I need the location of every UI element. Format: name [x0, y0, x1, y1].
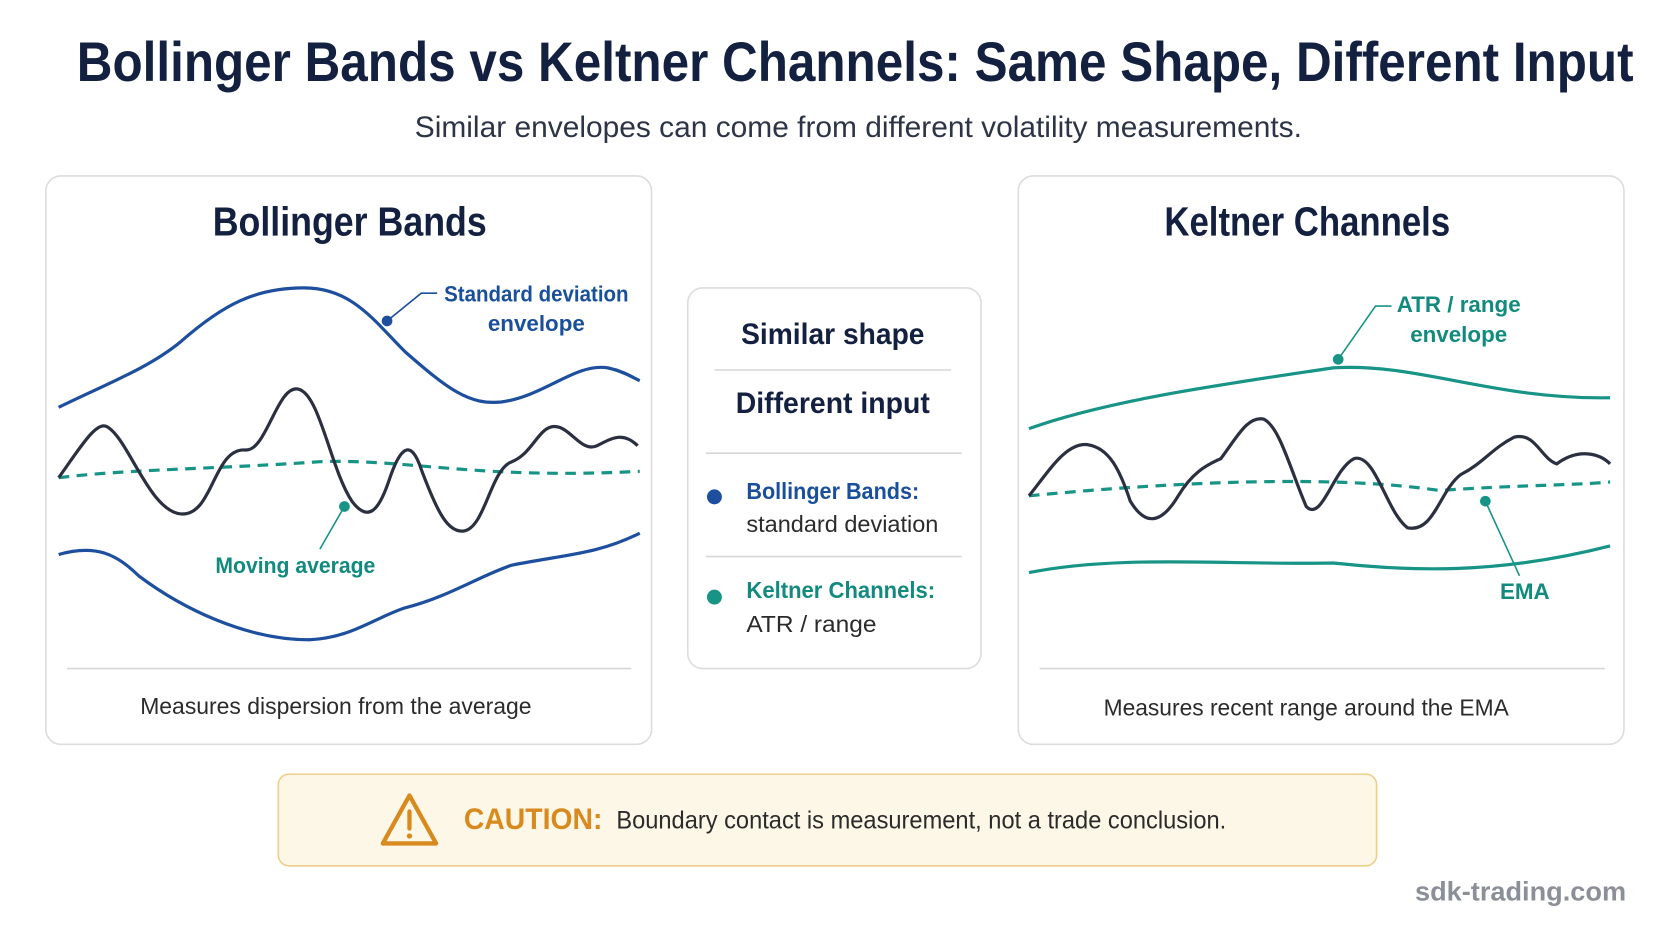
- ema: [1028, 479, 1611, 498]
- item-name: Bollinger Bands:: [746, 478, 919, 504]
- subtitle: Similar envelopes can come from differen…: [415, 111, 1302, 144]
- comparison-line: Similar shape: [741, 318, 924, 351]
- panel-title: Keltner Channels: [1164, 199, 1450, 245]
- caution-label: CAUTION:: [464, 803, 603, 836]
- annotation: EMA: [1500, 579, 1550, 604]
- marker: [1480, 495, 1491, 507]
- lower-band: [58, 531, 641, 642]
- upper-channel: [1028, 365, 1611, 431]
- leader: [386, 292, 438, 322]
- annotation: Standard deviation: [444, 281, 628, 306]
- panel-footer: Measures dispersion from the average: [140, 693, 531, 719]
- watermark: sdk-trading.com: [1415, 877, 1626, 907]
- caution-text: Boundary contact is measurement, not a t…: [616, 808, 1226, 835]
- annotation: envelope: [1410, 322, 1507, 347]
- panel-footer: Measures recent range around the EMA: [1104, 694, 1510, 720]
- annotation: ATR / range: [1397, 292, 1521, 317]
- item-detail: standard deviation: [746, 511, 938, 537]
- leader: [1484, 500, 1521, 577]
- annotation: Moving average: [215, 553, 375, 578]
- item-detail: ATR / range: [746, 611, 876, 637]
- warning-icon: [380, 793, 439, 846]
- marker: [339, 501, 350, 512]
- bullet: [706, 489, 722, 505]
- marker: [1332, 354, 1344, 365]
- moving-average: [58, 459, 640, 480]
- price-line: [1027, 417, 1612, 530]
- comparison-box: [686, 287, 982, 670]
- marker: [381, 315, 393, 327]
- panel: [1017, 175, 1625, 746]
- item-name: Keltner Channels:: [746, 577, 935, 603]
- bullet: [706, 589, 722, 605]
- caution-box: [277, 773, 1378, 867]
- panel-title: Bollinger Bands: [213, 199, 487, 245]
- leader: [1337, 305, 1392, 360]
- annotation: envelope: [488, 311, 585, 336]
- upper-band: [57, 286, 641, 409]
- lower-channel: [1028, 544, 1611, 575]
- title: Bollinger Bands vs Keltner Channels: Sam…: [77, 31, 1634, 93]
- comparison-line: Different input: [736, 387, 930, 420]
- leader: [319, 506, 346, 550]
- warning-icon: [406, 833, 413, 839]
- price-line: [57, 387, 639, 533]
